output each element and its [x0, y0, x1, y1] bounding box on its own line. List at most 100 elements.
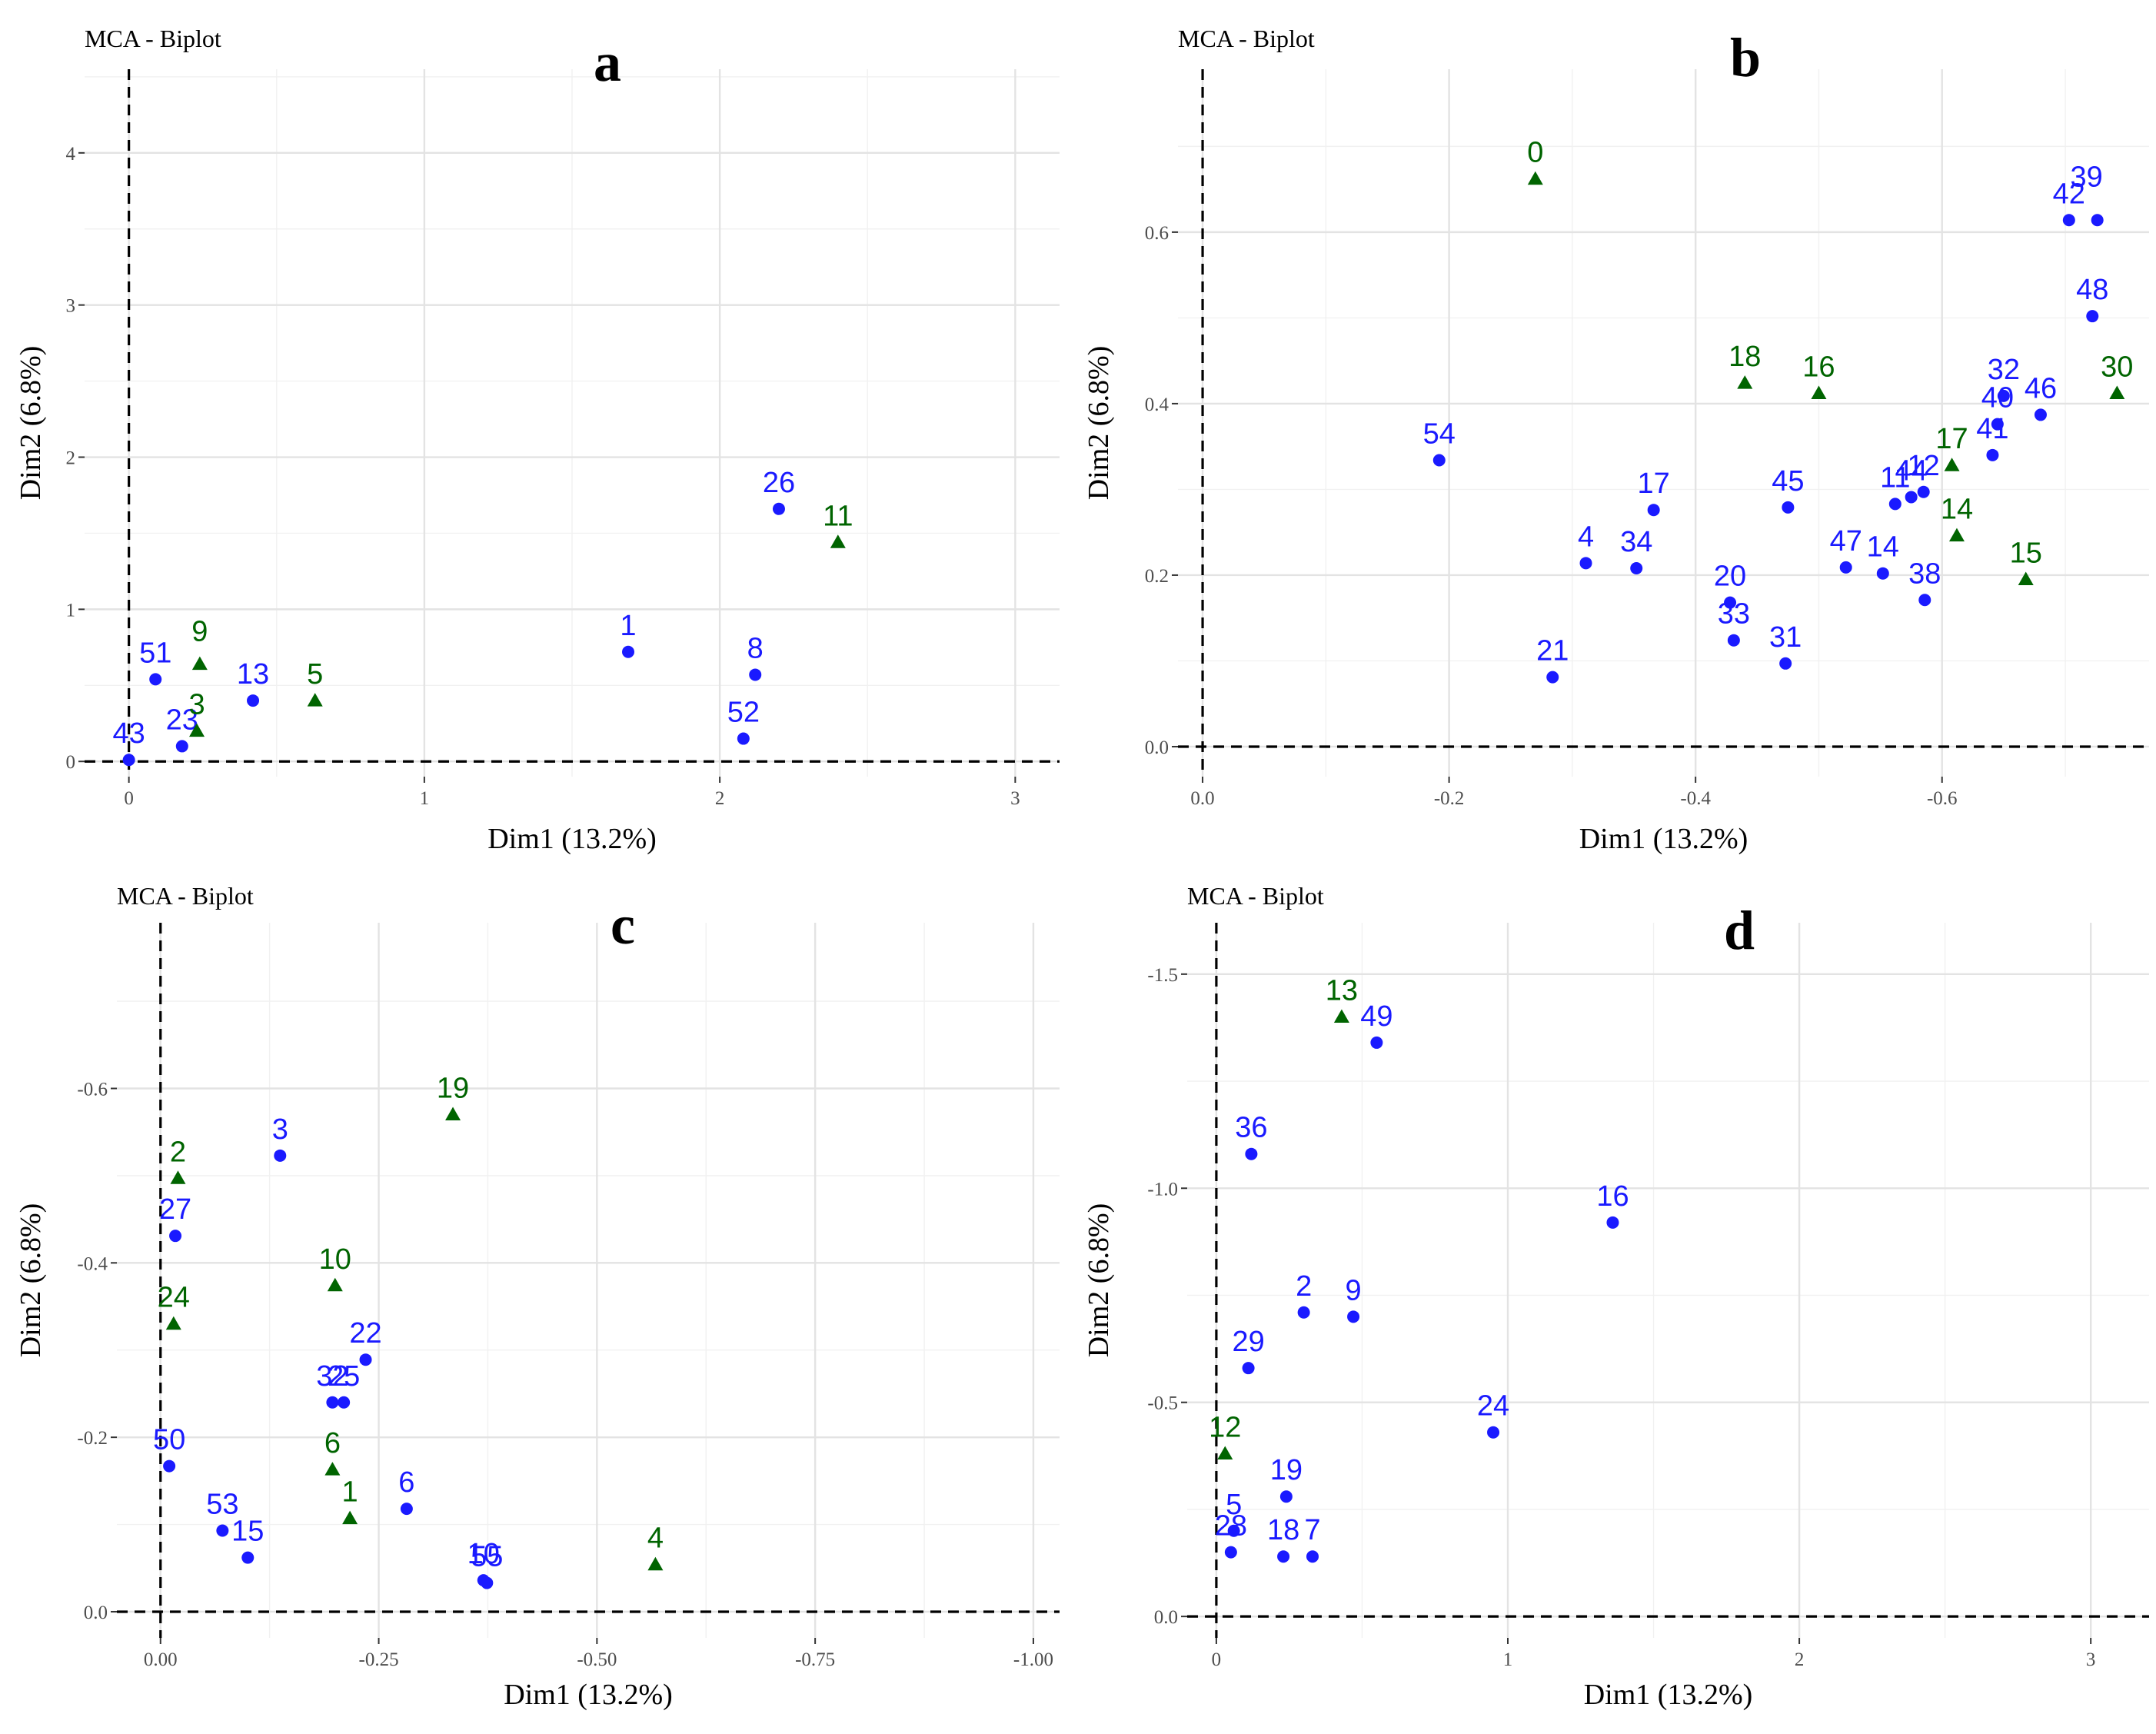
- point-label-ind-20: 20: [1714, 561, 1746, 593]
- point-label-ind-43: 43: [112, 717, 145, 750]
- y-tick-label: -0.5: [1147, 1393, 1178, 1414]
- point-label-ind-19: 19: [1270, 1454, 1303, 1486]
- point-label-ind-26: 26: [763, 467, 795, 499]
- point-ind-7: [1306, 1550, 1319, 1563]
- point-ind-21: [1546, 671, 1559, 684]
- point-ind-47: [1839, 561, 1852, 574]
- point-var-24: [165, 1316, 181, 1330]
- point-label-var-17: 17: [1935, 423, 1968, 455]
- point-label-ind-39: 39: [2071, 161, 2103, 193]
- point-ind-44: [1905, 491, 1918, 504]
- y-tick-label: -0.6: [77, 1079, 108, 1100]
- x-tick-label: 1: [420, 788, 430, 809]
- x-tick-label: 3: [1010, 788, 1020, 809]
- y-tick-label: 0.0: [1154, 1607, 1178, 1628]
- point-ind-52: [737, 732, 750, 745]
- point-label-ind-11: 11: [1880, 461, 1910, 494]
- point-ind-4: [1579, 557, 1592, 570]
- point-label-ind-25: 25: [328, 1360, 360, 1393]
- point-ind-33: [1727, 634, 1740, 647]
- point-label-ind-10: 10: [467, 1538, 500, 1570]
- point-label-ind-1: 1: [620, 610, 636, 642]
- x-tick-label: -0.50: [577, 1649, 617, 1670]
- x-tick-label: 3: [2086, 1649, 2096, 1670]
- point-ind-43: [122, 754, 135, 767]
- point-label-ind-8: 8: [747, 632, 764, 664]
- y-axis-label: Dim2 (6.8%): [15, 1203, 47, 1358]
- point-label-ind-29: 29: [1232, 1326, 1264, 1358]
- y-tick-label: 0.4: [1145, 394, 1169, 415]
- point-label-var-14: 14: [1941, 494, 1973, 526]
- point-label-ind-52: 52: [727, 697, 760, 729]
- point-label-ind-42: 42: [2053, 178, 2085, 210]
- plot-title: MCA - Biplot: [1187, 882, 1324, 910]
- point-var-3: [189, 723, 205, 737]
- panel-letter: a: [594, 32, 621, 93]
- point-var-12: [1217, 1446, 1233, 1460]
- point-var-30: [2109, 385, 2125, 400]
- point-label-ind-50: 50: [153, 1424, 185, 1456]
- point-label-var-11: 11: [823, 500, 853, 532]
- point-var-6: [324, 1462, 341, 1476]
- point-ind-22: [359, 1353, 372, 1366]
- point-var-16: [1811, 385, 1827, 400]
- point-ind-34: [1630, 562, 1643, 575]
- point-ind-39: [2091, 214, 2104, 227]
- point-ind-15: [241, 1551, 255, 1564]
- y-tick-label: 4: [66, 144, 76, 165]
- point-ind-2: [1297, 1306, 1310, 1319]
- panel-c: 0.00 -0.25 -0.50 -0.75 -1.00 0.0 -0.2 -0.4 -0.6 M…: [15, 882, 1060, 1711]
- point-label-var-18: 18: [1728, 341, 1761, 373]
- plot-title: MCA - Biplot: [1178, 25, 1315, 52]
- y-tick-label: 0.0: [84, 1603, 108, 1623]
- point-var-2: [170, 1170, 186, 1184]
- point-ind-18: [1277, 1550, 1290, 1563]
- x-tick-label: -1.00: [1013, 1649, 1053, 1670]
- point-ind-49: [1370, 1036, 1383, 1049]
- point-label-ind-32: 32: [316, 1360, 348, 1393]
- point-label-ind-55: 55: [471, 1541, 503, 1573]
- point-var-18: [1737, 375, 1753, 389]
- x-tick-label: 0.0: [1190, 788, 1214, 809]
- point-label-ind-47: 47: [1830, 525, 1862, 557]
- point-label-ind-17: 17: [1638, 468, 1670, 500]
- point-var-13: [1333, 1009, 1349, 1023]
- x-tick-label: 0: [124, 788, 134, 809]
- point-ind-32: [326, 1396, 339, 1409]
- panel-letter: d: [1724, 900, 1755, 961]
- panel-letter: b: [1730, 27, 1761, 88]
- point-ind-41: [1986, 448, 1999, 461]
- point-label-ind-34: 34: [1620, 526, 1652, 558]
- point-ind-12: [1917, 485, 1930, 498]
- x-axis-label: Dim1 (13.2%): [487, 823, 657, 855]
- point-label-ind-16: 16: [1596, 1180, 1629, 1213]
- y-tick-label: 2: [66, 448, 76, 469]
- point-ind-48: [2086, 310, 2099, 323]
- point-ind-53: [216, 1524, 229, 1537]
- point-label-var-3: 3: [188, 689, 205, 721]
- point-label-ind-45: 45: [1772, 465, 1804, 498]
- x-tick-label: -0.4: [1680, 788, 1711, 809]
- point-ind-11: [1888, 498, 1901, 511]
- point-label-var-0: 0: [1527, 137, 1543, 169]
- point-var-0: [1527, 171, 1543, 185]
- point-label-ind-46: 46: [2025, 372, 2057, 404]
- point-label-ind-32: 32: [1988, 354, 2020, 386]
- point-var-15: [2018, 571, 2034, 586]
- point-ind-6: [400, 1503, 413, 1516]
- point-label-ind-18: 18: [1267, 1514, 1299, 1546]
- point-label-var-24: 24: [158, 1282, 190, 1314]
- x-tick-label: 1: [1503, 1649, 1513, 1670]
- point-ind-9: [1347, 1310, 1360, 1323]
- plot-title: MCA - Biplot: [117, 882, 254, 910]
- point-label-var-1: 1: [342, 1476, 358, 1509]
- point-ind-3: [274, 1149, 287, 1162]
- point-ind-25: [338, 1396, 351, 1409]
- point-ind-45: [1782, 501, 1795, 514]
- point-ind-8: [749, 668, 762, 681]
- point-label-ind-28: 28: [1215, 1510, 1247, 1543]
- point-label-ind-24: 24: [1477, 1390, 1509, 1423]
- point-var-9: [191, 656, 208, 671]
- panel-a: 0 1 2 3 0 1 2 3 4 MCA - Biplot a Dim1 (13.2%) Dim2 (…: [15, 25, 1060, 855]
